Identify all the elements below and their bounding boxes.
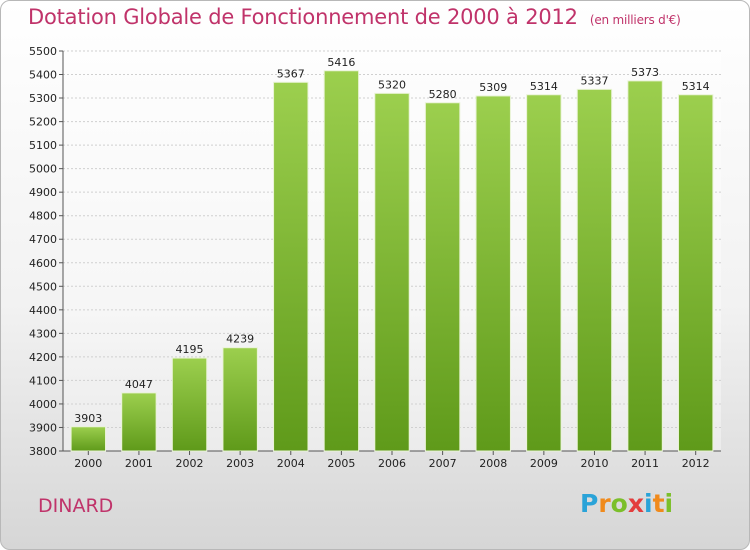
x-tick-label: 2005: [327, 457, 355, 470]
y-tick-label: 5400: [29, 69, 57, 82]
y-tick-label: 4600: [29, 257, 57, 270]
x-tick-label: 2011: [631, 457, 659, 470]
y-tick-label: 4300: [29, 327, 57, 340]
bar-value-label: 5373: [631, 66, 659, 79]
bar: [374, 92, 410, 452]
bar: [677, 94, 714, 452]
bar: [627, 80, 663, 452]
y-tick-label: 4800: [29, 210, 57, 223]
bar-value-label: 5309: [479, 81, 507, 94]
bar: [475, 95, 511, 452]
proxiti-logo: Proxiti: [580, 489, 673, 518]
chart-title-text: Dotation Globale de Fonctionnement de 20…: [28, 5, 578, 29]
y-tick-label: 4200: [29, 351, 57, 364]
x-tick-label: 2002: [176, 457, 204, 470]
x-tick-label: 2004: [277, 457, 305, 470]
chart-subtitle: (en milliers d'€): [589, 13, 681, 27]
bar: [70, 426, 107, 452]
x-tick-label: 2010: [580, 457, 608, 470]
bar: [121, 392, 157, 452]
y-tick-label: 5500: [29, 45, 57, 58]
bar-value-label: 5337: [580, 74, 608, 87]
y-tick-label: 4100: [29, 374, 57, 387]
logo-letter: i: [644, 489, 653, 518]
chart-title: Dotation Globale de Fonctionnement de 20…: [28, 5, 681, 29]
logo-letter: r: [598, 489, 611, 518]
logo-letter: i: [664, 489, 674, 518]
y-tick-label: 4700: [29, 233, 57, 246]
bar-value-label: 5367: [277, 67, 305, 80]
bar-value-label: 5314: [530, 80, 558, 93]
bar-value-label: 5416: [327, 56, 355, 69]
bar-value-label: 5320: [378, 78, 406, 91]
bar: [222, 347, 258, 452]
logo-letter: x: [627, 489, 644, 518]
bar: [171, 357, 208, 452]
x-tick-label: 2001: [125, 457, 153, 470]
bar-value-label: 4047: [125, 378, 153, 391]
x-tick-label: 2007: [429, 457, 457, 470]
y-tick-label: 5100: [29, 139, 57, 152]
y-tick-label: 4500: [29, 280, 57, 293]
y-tick-label: 5000: [29, 163, 57, 176]
y-tick-label: 3900: [29, 421, 57, 434]
x-tick-label: 2006: [378, 457, 406, 470]
y-tick-label: 4900: [29, 186, 57, 199]
bar-value-label: 5314: [682, 80, 710, 93]
logo-letter: o: [610, 489, 628, 518]
bar: [526, 94, 562, 452]
x-tick-label: 2008: [479, 457, 507, 470]
logo-letter: P: [580, 489, 599, 518]
bar-value-label: 4239: [226, 333, 254, 346]
bar-value-label: 3903: [74, 412, 102, 425]
bar: [323, 70, 360, 452]
y-tick-label: 5300: [29, 92, 57, 105]
logo-letter: t: [652, 489, 665, 518]
bar: [576, 88, 613, 452]
bar: [273, 81, 309, 452]
x-tick-label: 2003: [226, 457, 254, 470]
x-tick-label: 2000: [74, 457, 102, 470]
bar-value-label: 4195: [176, 343, 204, 356]
y-tick-label: 4400: [29, 304, 57, 317]
y-tick-label: 4000: [29, 398, 57, 411]
x-tick-label: 2009: [530, 457, 558, 470]
city-name: DINARD: [38, 495, 114, 517]
bar: [424, 102, 461, 452]
x-tick-label: 2012: [682, 457, 710, 470]
y-tick-label: 3800: [29, 445, 57, 458]
y-tick-label: 5200: [29, 116, 57, 129]
bar-value-label: 5280: [429, 88, 457, 101]
